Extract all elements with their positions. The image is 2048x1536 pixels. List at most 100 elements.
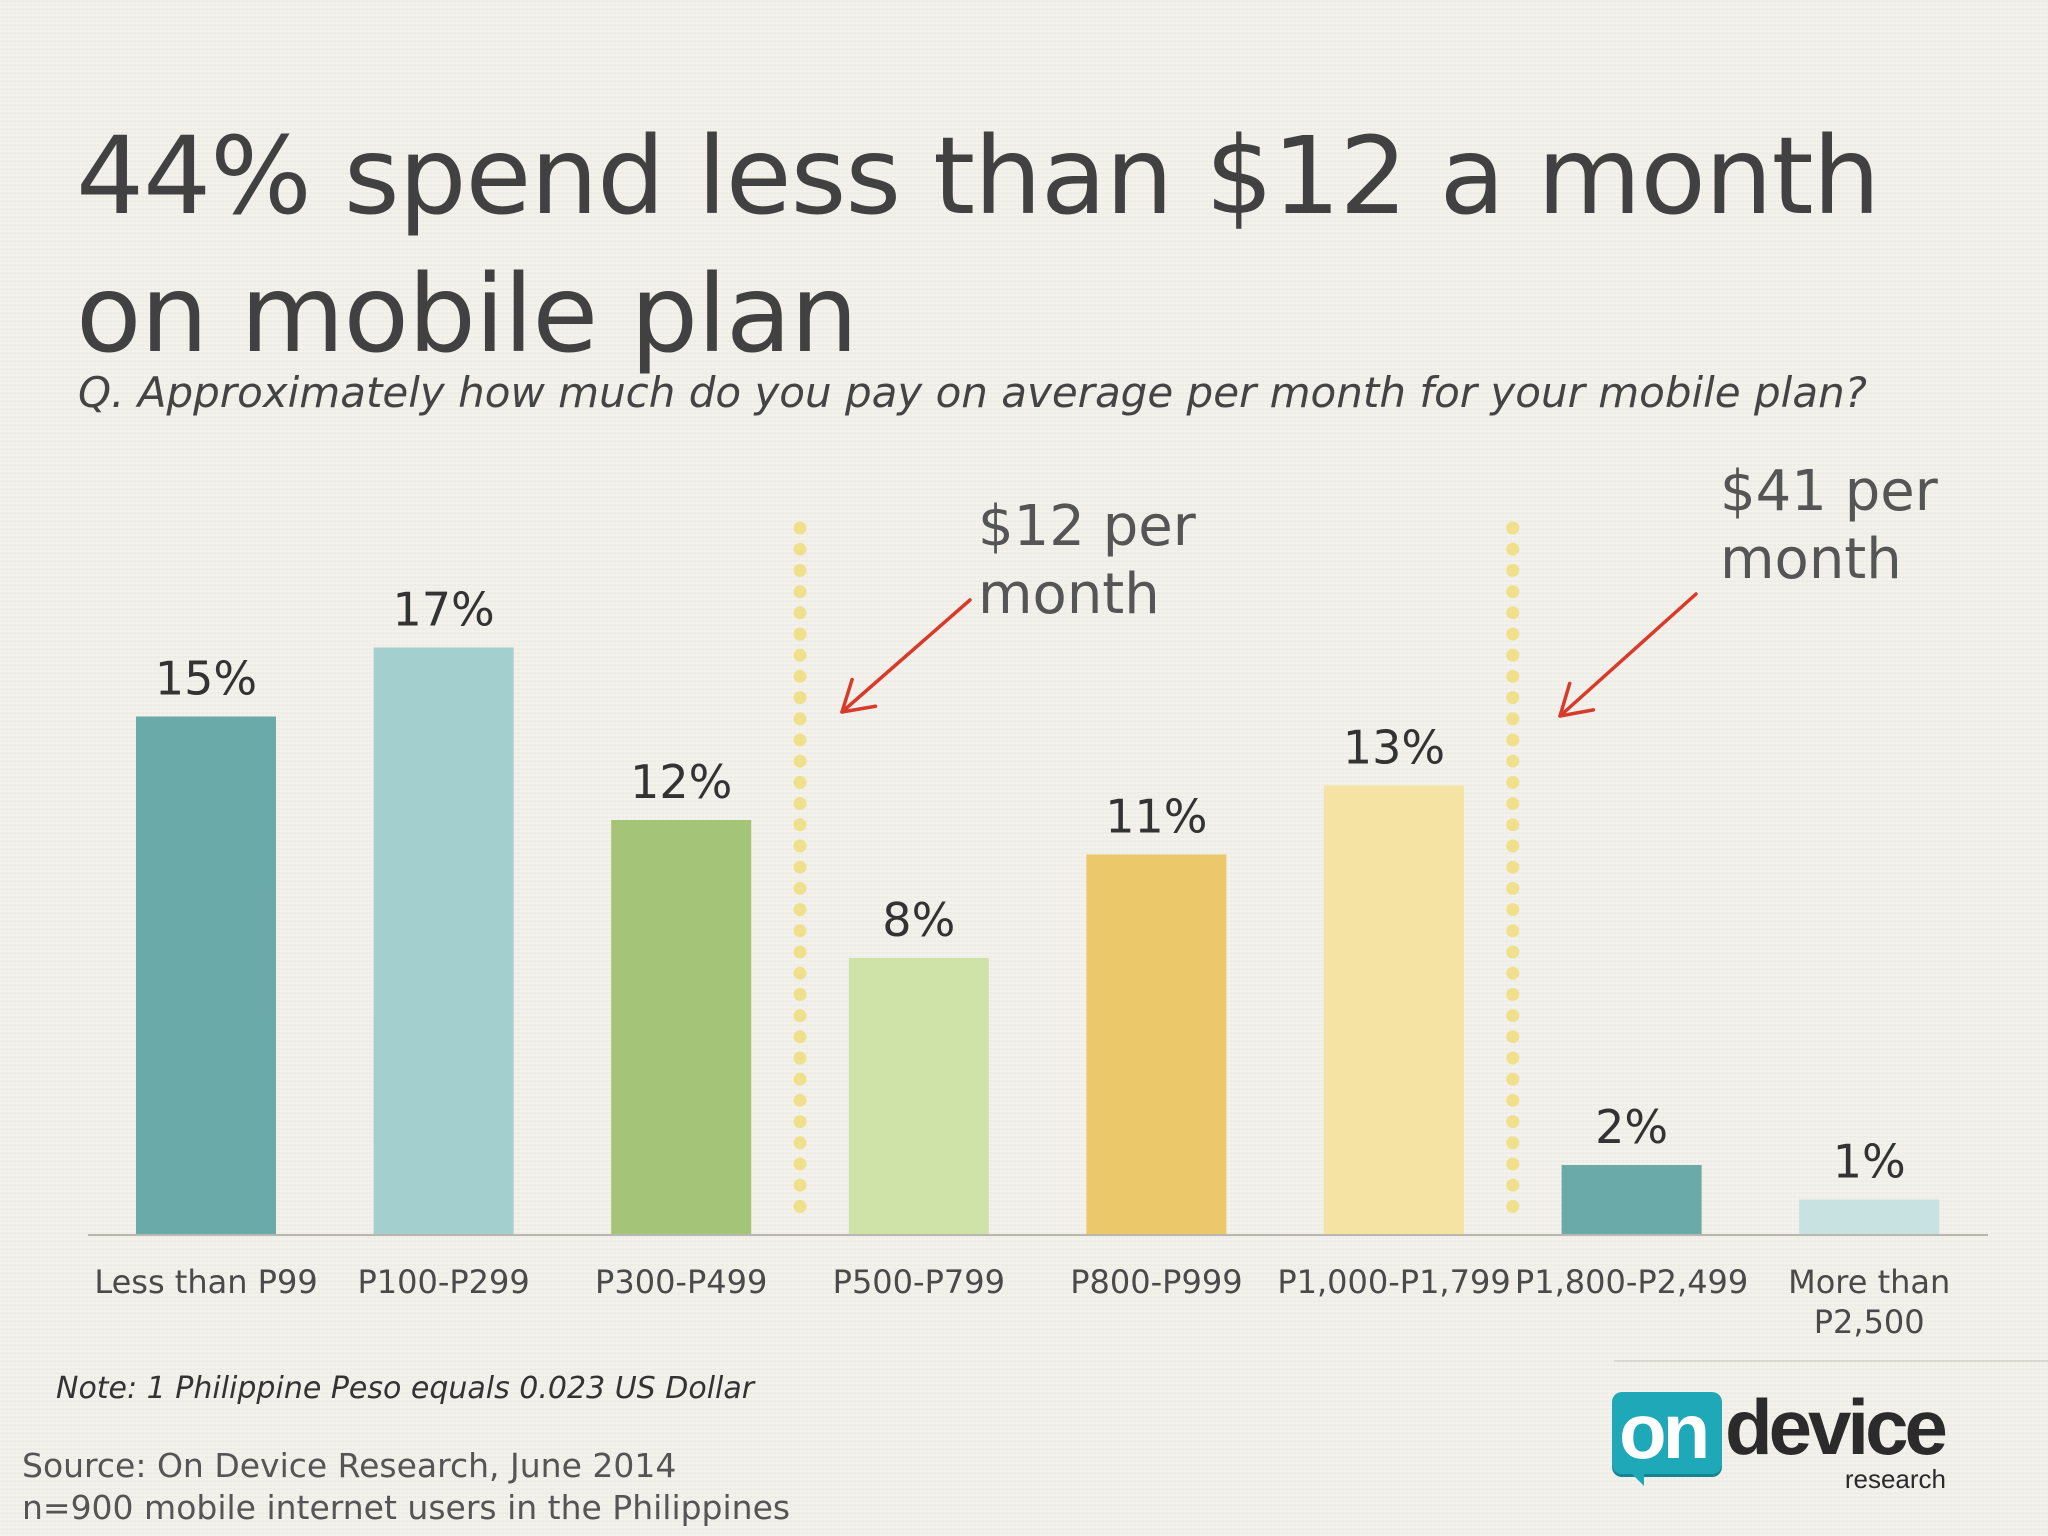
- divider-dot: [1506, 733, 1520, 747]
- divider-dot: [1506, 627, 1520, 641]
- divider-dot: [1506, 1051, 1520, 1065]
- logo-speech-bubble: on: [1612, 1387, 1722, 1486]
- divider-dot: [793, 818, 807, 832]
- divider-dot: [1506, 585, 1520, 599]
- divider-dot: [793, 563, 807, 577]
- divider-dot: [793, 606, 807, 620]
- bar-value-label: 17%: [392, 583, 494, 637]
- bar: [1561, 1165, 1702, 1234]
- bar-value-label: 13%: [1343, 721, 1445, 775]
- logo-device-text: device: [1725, 1383, 1948, 1471]
- divider-dot: [793, 1199, 807, 1213]
- divider-dot: [793, 754, 807, 768]
- category-label: P300-P499: [595, 1263, 767, 1301]
- bar-value-label: 15%: [155, 652, 257, 706]
- divider-dot: [1506, 903, 1520, 917]
- divider-dot: [1506, 966, 1520, 980]
- category-label: P800-P999: [1070, 1263, 1242, 1301]
- annotation-arrow-shaft: [1558, 592, 1698, 718]
- divider-dot: [793, 521, 807, 535]
- divider-dot: [793, 585, 807, 599]
- logo-divider: [1614, 1360, 2048, 1362]
- bar: [848, 958, 989, 1234]
- divider-dot: [1506, 691, 1520, 705]
- divider-dot: [793, 775, 807, 789]
- divider-dot: [1506, 648, 1520, 662]
- on-device-logo: on device research: [1612, 1382, 1952, 1498]
- divider-dot: [793, 881, 807, 895]
- annotation-text: month: [1720, 527, 1902, 592]
- annotation-text: $12 per: [978, 494, 1197, 559]
- divider-dot: [793, 945, 807, 959]
- divider-dot: [1506, 521, 1520, 535]
- divider-dot: [1506, 818, 1520, 832]
- page-title: 44% spend less than $12 a month on mobil…: [76, 115, 1880, 377]
- category-label: P500-P799: [833, 1263, 1005, 1301]
- divider-dot: [1506, 606, 1520, 620]
- logo-research-text: research: [1844, 1464, 1946, 1494]
- divider-dot: [793, 1157, 807, 1171]
- category-label: More than: [1788, 1263, 1950, 1301]
- source-block: Source: On Device Research, June 2014 n=…: [22, 1445, 790, 1529]
- bar: [1799, 1199, 1940, 1234]
- divider-dot: [1506, 1093, 1520, 1107]
- divider-dot: [1506, 1157, 1520, 1171]
- currency-note: Note: 1 Philippine Peso equals 0.023 US …: [56, 1371, 755, 1406]
- bar: [136, 716, 276, 1234]
- divider-dot: [793, 860, 807, 874]
- divider-dot: [793, 1115, 807, 1129]
- divider-dot: [1506, 1136, 1520, 1150]
- bar: [373, 647, 514, 1234]
- divider-dot: [1506, 1199, 1520, 1213]
- divider-dot: [1506, 754, 1520, 768]
- bar: [1086, 854, 1227, 1234]
- bar-value-label: 11%: [1105, 790, 1207, 844]
- divider-dot: [793, 669, 807, 683]
- divider-dot: [1506, 839, 1520, 853]
- divider-dot: [1506, 1030, 1520, 1044]
- divider-dot: [793, 839, 807, 853]
- divider-dot: [1506, 1115, 1520, 1129]
- divider-dot: [1506, 712, 1520, 726]
- bar-value-label: 12%: [630, 755, 732, 809]
- bar-value-label: 2%: [1595, 1100, 1668, 1154]
- bar: [611, 820, 752, 1234]
- divider-dot: [1506, 542, 1520, 556]
- bar-value-label: 8%: [882, 893, 955, 947]
- category-label: P2,500: [1814, 1303, 1925, 1341]
- divider-dot: [793, 1009, 807, 1023]
- survey-question: Q. Approximately how much do you pay on …: [78, 368, 1867, 417]
- divider-dot: [793, 797, 807, 811]
- divider-dot: [793, 648, 807, 662]
- category-label: Less than P99: [94, 1263, 317, 1301]
- divider-dot: [793, 1072, 807, 1086]
- bar-value-label: 1%: [1833, 1135, 1906, 1189]
- divider-dot: [793, 691, 807, 705]
- divider-dot: [1506, 1072, 1520, 1086]
- category-label: P1,000-P1,799: [1277, 1263, 1510, 1301]
- divider-dot: [793, 966, 807, 980]
- annotation-text: $41 per: [1720, 459, 1939, 524]
- source-line: Source: On Device Research, June 2014: [22, 1446, 677, 1485]
- divider-dot: [793, 627, 807, 641]
- divider-dot: [1506, 797, 1520, 811]
- divider-dot: [1506, 924, 1520, 938]
- annotation-arrow-head: [840, 677, 878, 714]
- category-label: P1,800-P2,499: [1515, 1263, 1748, 1301]
- divider-dot: [793, 712, 807, 726]
- sample-line: n=900 mobile internet users in the Phili…: [22, 1488, 791, 1527]
- divider-dot: [793, 1093, 807, 1107]
- divider-dot: [1506, 1009, 1520, 1023]
- annotation-arrow-shaft: [840, 598, 972, 714]
- divider-dot: [1506, 860, 1520, 874]
- divider-dot: [793, 1178, 807, 1192]
- divider-dot: [1506, 775, 1520, 789]
- divider-dot: [793, 1051, 807, 1065]
- divider-dot: [793, 987, 807, 1001]
- bar: [1324, 785, 1464, 1234]
- divider-dot: [1506, 987, 1520, 1001]
- divider-dot: [793, 1136, 807, 1150]
- category-label: P100-P299: [357, 1263, 529, 1301]
